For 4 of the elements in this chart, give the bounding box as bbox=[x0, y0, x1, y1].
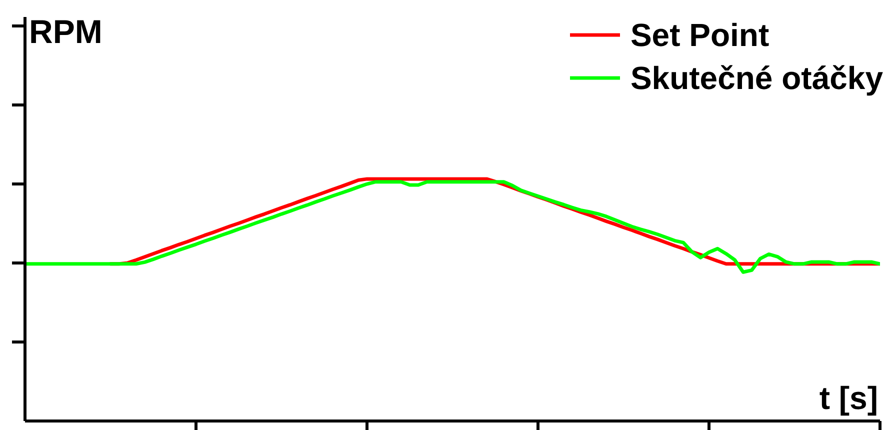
legend-label: Set Point bbox=[630, 16, 770, 52]
legend-label: Skutečné otáčky bbox=[630, 60, 883, 96]
y-axis-title: RPM bbox=[29, 13, 102, 50]
x-axis-title: t [s] bbox=[819, 380, 878, 416]
